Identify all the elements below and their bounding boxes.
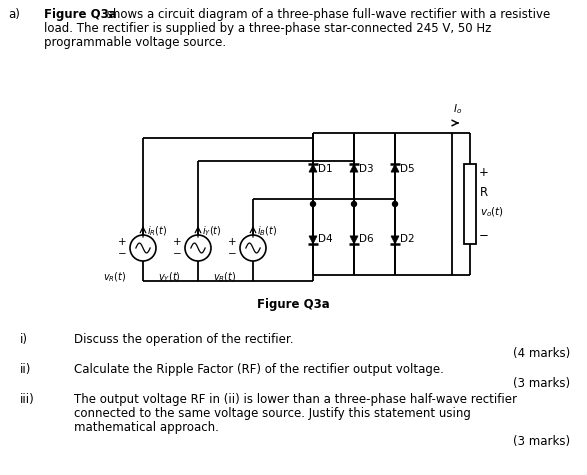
Text: D1: D1	[318, 163, 333, 173]
Text: $v_R(t)$: $v_R(t)$	[103, 270, 126, 284]
Polygon shape	[350, 236, 358, 244]
Text: iii): iii)	[20, 393, 35, 406]
Polygon shape	[309, 164, 317, 172]
Text: shows a circuit diagram of a three-phase full-wave rectifier with a resistive: shows a circuit diagram of a three-phase…	[103, 8, 550, 21]
Text: $v_B(t)$: $v_B(t)$	[212, 270, 236, 284]
Text: $i_Y(t)$: $i_Y(t)$	[202, 225, 222, 238]
Circle shape	[352, 201, 356, 207]
Text: connected to the same voltage source. Justify this statement using: connected to the same voltage source. Ju…	[74, 407, 471, 420]
Text: R: R	[480, 186, 488, 199]
Text: −: −	[118, 249, 127, 259]
Text: $i_R(t)$: $i_R(t)$	[147, 225, 167, 238]
Text: $v_o(t)$: $v_o(t)$	[480, 205, 504, 219]
Polygon shape	[309, 236, 317, 244]
Text: Discuss the operation of the rectifier.: Discuss the operation of the rectifier.	[74, 333, 294, 346]
Text: (3 marks): (3 marks)	[513, 377, 570, 390]
Text: D6: D6	[359, 235, 373, 245]
Text: a): a)	[8, 8, 20, 21]
Text: mathematical approach.: mathematical approach.	[74, 421, 219, 434]
Text: $v_Y(t)$: $v_Y(t)$	[158, 270, 181, 284]
Polygon shape	[350, 164, 358, 172]
Circle shape	[393, 201, 397, 207]
Text: load. The rectifier is supplied by a three-phase star-connected 245 V, 50 Hz: load. The rectifier is supplied by a thr…	[44, 22, 491, 35]
Text: programmable voltage source.: programmable voltage source.	[44, 36, 226, 49]
Text: +: +	[119, 237, 127, 247]
Circle shape	[311, 201, 315, 207]
Text: $i_B(t)$: $i_B(t)$	[257, 225, 277, 238]
Polygon shape	[391, 236, 399, 244]
Text: +: +	[173, 237, 182, 247]
Text: (3 marks): (3 marks)	[513, 435, 570, 448]
Text: +: +	[479, 165, 489, 179]
Text: D3: D3	[359, 163, 373, 173]
Text: D2: D2	[400, 235, 414, 245]
Text: Calculate the Ripple Factor (RF) of the rectifier output voltage.: Calculate the Ripple Factor (RF) of the …	[74, 363, 444, 376]
Text: −: −	[228, 249, 237, 259]
Bar	[464, 164, 476, 244]
Text: The output voltage RF in (ii) is lower than a three-phase half-wave rectifier: The output voltage RF in (ii) is lower t…	[74, 393, 517, 406]
Text: +: +	[228, 237, 237, 247]
Text: $I_o$: $I_o$	[453, 102, 463, 116]
Text: Figure Q3a: Figure Q3a	[44, 8, 117, 21]
Text: −: −	[173, 249, 182, 259]
Text: D5: D5	[400, 163, 414, 173]
Text: i): i)	[20, 333, 28, 346]
Text: ii): ii)	[20, 363, 31, 376]
Polygon shape	[391, 164, 399, 172]
Text: D4: D4	[318, 235, 333, 245]
Text: (4 marks): (4 marks)	[513, 347, 570, 360]
Text: Figure Q3a: Figure Q3a	[257, 298, 329, 311]
Text: −: −	[479, 229, 489, 243]
